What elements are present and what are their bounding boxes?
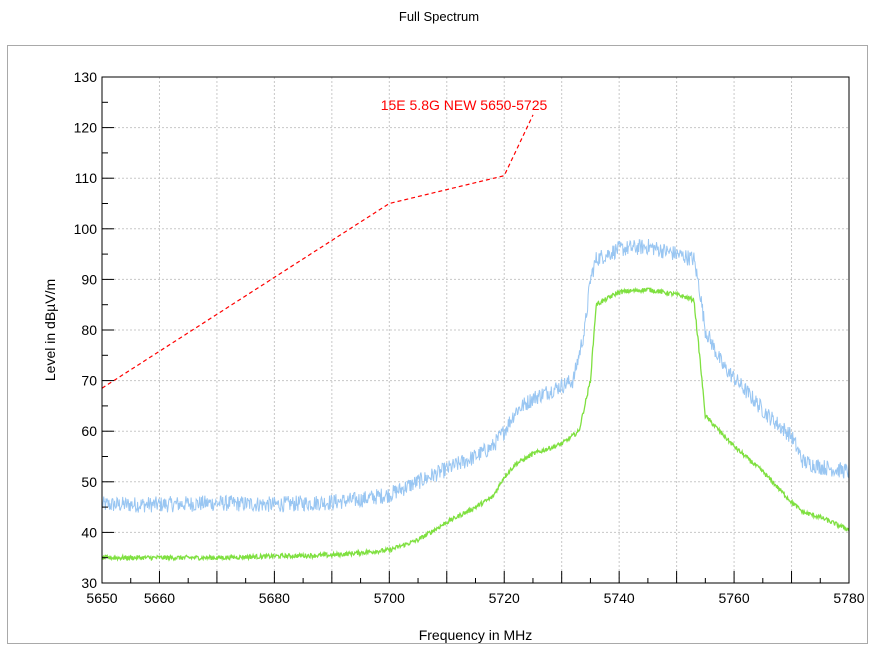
chart-title: Full Spectrum: [398, 9, 480, 24]
y-tick-label: 100: [74, 221, 98, 237]
tick-labels: 5650 5660 5680 5700 5720 5740 5760 5780 30 40 50 60…: [74, 69, 865, 606]
series-layer: [101, 114, 850, 562]
x-tick-label: 5780: [833, 590, 864, 606]
y-tick-label: 50: [81, 474, 97, 490]
x-tick-label: 5700: [374, 590, 405, 606]
ticks: [101, 76, 850, 584]
limit-line-annotation: 15E 5.8G NEW 5650-5725: [381, 97, 548, 113]
grid: [102, 77, 849, 583]
x-tick-label: 5740: [604, 590, 635, 606]
x-tick-label: 5680: [259, 590, 290, 606]
average-trace: [101, 286, 850, 562]
x-axis-label: Frequency in MHz: [419, 627, 533, 643]
limit-line: [101, 114, 534, 389]
x-tick-label: 5650: [86, 590, 117, 606]
peak-trace: [101, 238, 850, 513]
y-tick-label: 40: [81, 524, 97, 540]
y-tick-label: 70: [81, 373, 97, 389]
y-tick-label: 80: [81, 322, 97, 338]
y-tick-label: 120: [74, 120, 98, 136]
x-tick-label: 5660: [144, 590, 175, 606]
y-tick-label: 110: [75, 170, 98, 186]
chart-frame: [7, 45, 868, 644]
y-tick-label: 90: [81, 271, 97, 287]
y-tick-label: 30: [81, 575, 97, 591]
y-tick-label: 130: [74, 69, 98, 85]
x-tick-label: 5720: [489, 590, 520, 606]
y-axis-label: Level in dBµV/m: [42, 279, 58, 381]
y-tick-label: 60: [81, 423, 97, 439]
x-tick-label: 5760: [718, 590, 749, 606]
